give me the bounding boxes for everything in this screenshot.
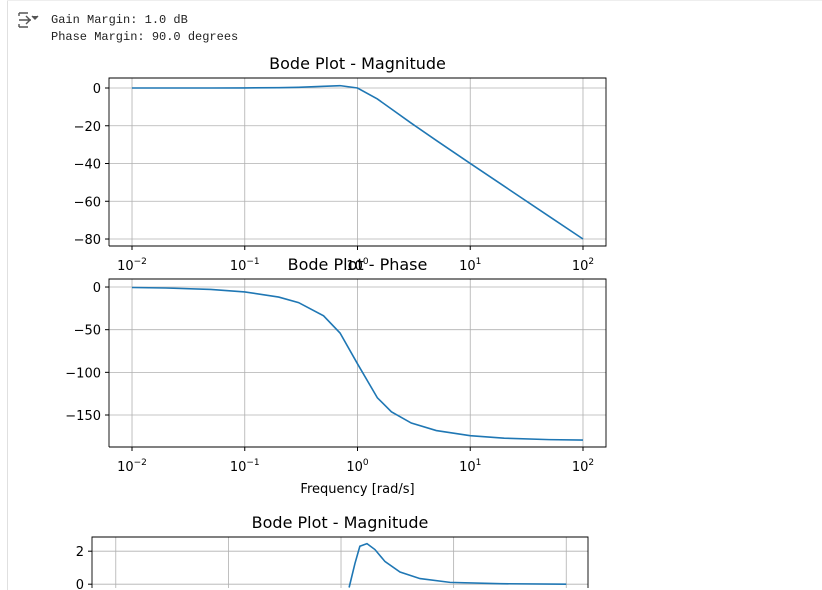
line-series [132,84,584,240]
y-tick-label: −80 [74,233,101,248]
axes-frame [108,278,607,448]
x-tick-label: 10−2 [117,257,147,274]
y-tick-label: −60 [74,195,101,210]
chart-title: Bode Plot - Magnitude [269,54,446,73]
y-tick-label: −150 [65,409,101,424]
x-tick-label: 102 [572,257,594,274]
y-tick-label: −100 [65,366,101,381]
x-tick-label: 101 [459,257,481,274]
x-tick-label: 100 [346,458,369,475]
x-tick-label: 10−1 [230,458,260,475]
chart: Bode Plot - Magnitude 0 −20 −40 −60 −80 10−2 10… [74,54,607,274]
line-series [131,286,584,441]
y-tick-label: 0 [93,82,101,97]
x-axis-label: Frequency [rad/s] [300,482,414,497]
x-tick-label: 10−2 [117,458,147,475]
chart-title: Bode Plot - Phase [288,255,428,274]
output-line: Gain Margin: 1.0 dB [51,13,188,27]
y-tick-label: −50 [74,324,101,339]
chart-title: Bode Plot - Magnitude [252,513,429,532]
chart: Bode Plot - Magnitude 0 2 [76,513,589,590]
output-line: Phase Margin: 90.0 degrees [51,30,238,44]
line-series [348,542,567,588]
y-tick-label: 0 [76,578,84,590]
y-tick-label: 0 [93,281,101,296]
y-tick-label: −20 [74,120,101,135]
x-tick-label: 101 [459,458,481,475]
y-tick-label: −40 [74,158,101,173]
x-tick-label: 10−1 [230,257,260,274]
axes-frame [91,536,589,588]
chart: Bode Plot - Phase 0 −50 −100 −150 10−2 10−1 100… [65,255,607,497]
output-icon[interactable] [18,12,39,28]
y-tick-label: 2 [76,545,84,560]
x-tick-label: 100 [346,257,369,274]
x-tick-label: 102 [572,458,594,475]
axes-frame [108,77,607,247]
